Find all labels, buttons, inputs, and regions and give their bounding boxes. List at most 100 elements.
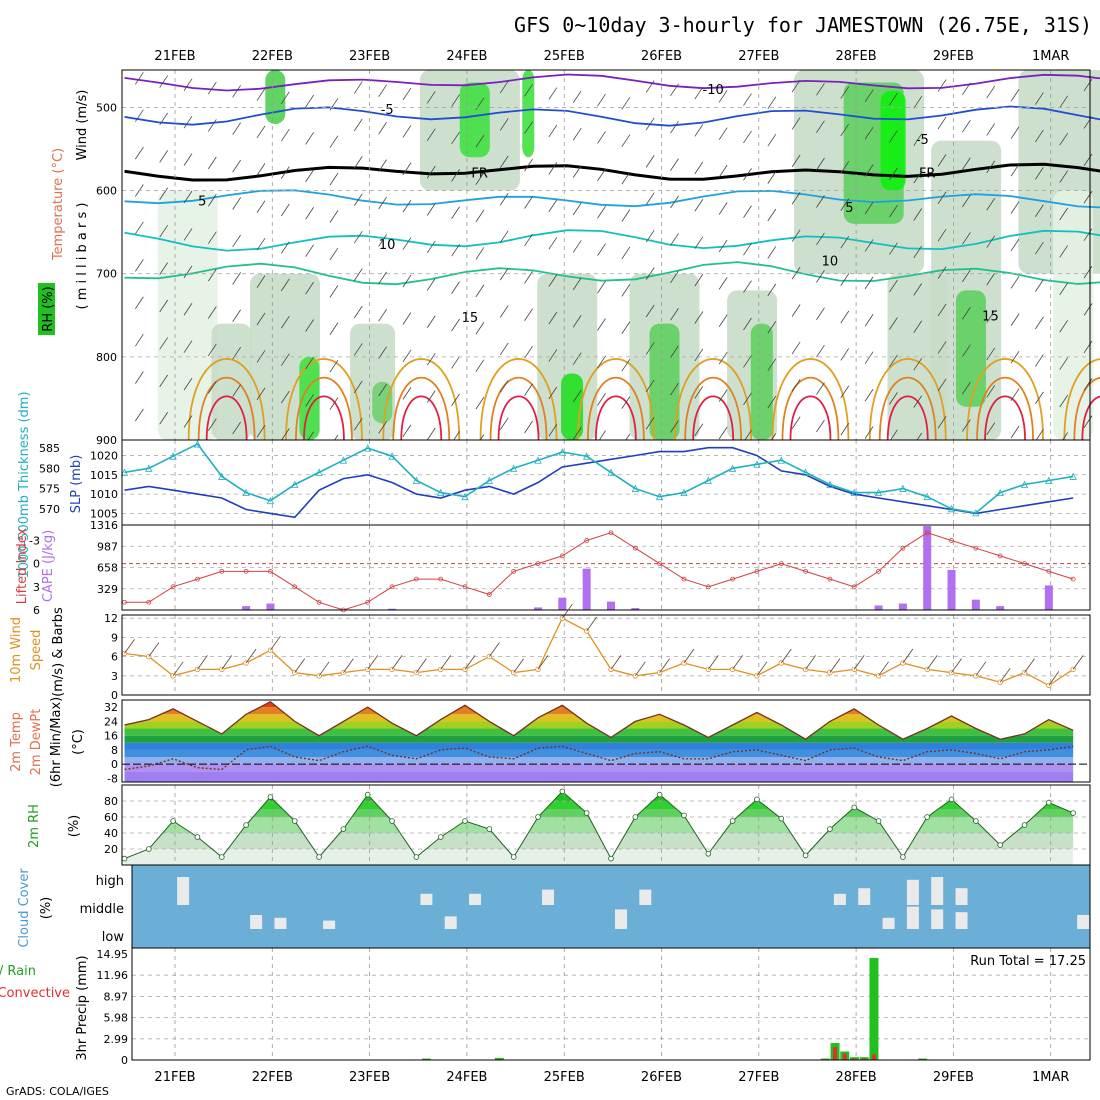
wind-barb bbox=[889, 205, 898, 218]
wind-barb bbox=[889, 242, 898, 255]
wind-barb bbox=[1083, 265, 1093, 279]
wind-barb bbox=[245, 648, 257, 664]
wind-barb bbox=[1083, 415, 1093, 428]
wind-barb bbox=[451, 169, 460, 182]
wind-barb bbox=[694, 236, 704, 249]
warm-temp-contour bbox=[1073, 377, 1100, 441]
bottom-date-label: 26FEB bbox=[641, 1070, 682, 1085]
contour-label: 5 bbox=[845, 201, 853, 216]
wind-barb bbox=[889, 317, 898, 330]
wind-barb bbox=[962, 344, 971, 357]
wind-barb bbox=[670, 83, 679, 97]
wind-barb bbox=[791, 79, 801, 93]
thickness-marker bbox=[972, 508, 980, 517]
thickness-marker bbox=[412, 476, 421, 484]
contour-label: FR bbox=[471, 166, 488, 181]
rh-marker bbox=[827, 826, 833, 832]
wind-barb bbox=[183, 303, 193, 316]
wind-barb bbox=[572, 127, 582, 141]
wind-barb bbox=[402, 387, 412, 400]
wind-barb bbox=[962, 194, 971, 208]
wind-barb bbox=[767, 395, 777, 409]
rh-marker bbox=[535, 814, 541, 820]
wind-barb bbox=[816, 83, 825, 96]
wind-barb bbox=[913, 357, 923, 371]
thickness-marker bbox=[266, 496, 275, 505]
cape-bar bbox=[996, 606, 1005, 610]
wind-barb bbox=[135, 371, 144, 384]
wind-barb bbox=[183, 153, 193, 166]
wind-barb bbox=[499, 380, 509, 393]
wind-barb bbox=[767, 133, 777, 147]
cape-bar bbox=[971, 599, 980, 610]
wind-barb bbox=[305, 319, 314, 332]
wind-barb bbox=[816, 195, 825, 208]
wind-barb bbox=[1083, 191, 1093, 204]
wind-barb bbox=[670, 308, 679, 321]
wind-barb bbox=[670, 195, 679, 209]
top-date-label: 22FEB bbox=[252, 49, 293, 64]
wind-barb bbox=[597, 206, 606, 219]
lifted-index-marker bbox=[803, 568, 808, 574]
wind-barb bbox=[378, 271, 387, 285]
wind-barb bbox=[391, 655, 403, 670]
wind-barb bbox=[305, 94, 314, 108]
wind-barb bbox=[864, 164, 874, 177]
cape-tick-label: 658 bbox=[97, 562, 118, 575]
wind-barb bbox=[1035, 204, 1044, 218]
wind-background bbox=[122, 615, 1090, 695]
precip-tick-label: 2.99 bbox=[104, 1033, 129, 1046]
rh-line bbox=[124, 790, 1074, 860]
wind-barb bbox=[426, 390, 436, 403]
lifted-index-marker bbox=[949, 538, 954, 543]
millibars-axis-label: ( m i l l i b a r s ) bbox=[75, 203, 90, 310]
wind-barb bbox=[548, 236, 558, 250]
wind-barb bbox=[572, 315, 582, 328]
wind-barb bbox=[207, 231, 217, 244]
wind-barb bbox=[902, 648, 914, 664]
cape-bar bbox=[534, 607, 543, 610]
rh-marker bbox=[121, 855, 128, 862]
wind-barb bbox=[962, 307, 971, 320]
lifted-index-marker bbox=[1070, 576, 1076, 582]
cloud-cover-bar bbox=[614, 909, 627, 929]
wind-barb bbox=[524, 383, 533, 396]
lifted-index-marker bbox=[438, 576, 444, 582]
thickness-marker bbox=[607, 468, 615, 476]
wind-barb bbox=[353, 305, 363, 319]
wind-barb bbox=[937, 266, 947, 279]
wind-barb bbox=[548, 87, 558, 100]
cape-bar bbox=[266, 603, 275, 610]
precip-convective-bar bbox=[871, 1054, 876, 1060]
lifted-index-marker bbox=[632, 545, 638, 551]
rh-shading-region bbox=[880, 90, 906, 191]
rh-marker bbox=[486, 826, 493, 832]
wind-barb bbox=[986, 385, 996, 398]
wind-barb bbox=[645, 379, 655, 393]
rh-marker bbox=[656, 791, 663, 798]
thickness-marker bbox=[874, 488, 883, 497]
wind-barb bbox=[207, 81, 217, 95]
rh-marker bbox=[802, 852, 809, 859]
rh-tick-label: 80 bbox=[104, 795, 118, 808]
cape-bar bbox=[898, 603, 907, 610]
wind-barb bbox=[256, 275, 266, 288]
wind-barb bbox=[1059, 95, 1069, 109]
wind-barb bbox=[232, 122, 241, 135]
temp-band bbox=[124, 771, 1074, 782]
wind-barb bbox=[329, 135, 339, 148]
precip-label-line1: Total / Rain bbox=[0, 964, 36, 979]
wind-barb bbox=[475, 172, 485, 185]
rh-marker bbox=[948, 796, 955, 803]
warm-temp-contour bbox=[789, 395, 832, 441]
wind-barb bbox=[621, 97, 631, 110]
lifted-index-marker bbox=[851, 584, 857, 590]
wind-barb bbox=[597, 243, 606, 256]
lifted-index-marker bbox=[511, 568, 517, 574]
cloud-level-label: high bbox=[96, 874, 124, 889]
wind-barb bbox=[597, 168, 606, 182]
wind-barb bbox=[343, 658, 354, 673]
wind-barb bbox=[840, 86, 850, 99]
thickness-marker bbox=[315, 468, 323, 476]
wind-barb bbox=[670, 420, 679, 433]
